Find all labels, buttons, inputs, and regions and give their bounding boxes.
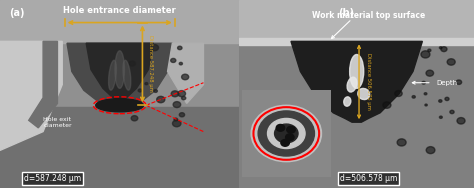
Polygon shape — [29, 41, 57, 128]
Circle shape — [171, 91, 179, 97]
Circle shape — [426, 147, 435, 154]
Ellipse shape — [347, 77, 357, 92]
Bar — [0, 0, 239, 43]
Ellipse shape — [358, 88, 370, 100]
Circle shape — [439, 100, 442, 102]
Ellipse shape — [344, 97, 351, 106]
Circle shape — [154, 90, 157, 92]
Circle shape — [286, 134, 294, 141]
Text: (b): (b) — [338, 8, 354, 17]
Bar — [239, 0, 474, 41]
Ellipse shape — [96, 99, 144, 112]
Circle shape — [422, 81, 425, 84]
Text: Depth: Depth — [437, 80, 457, 86]
Circle shape — [182, 96, 186, 100]
Circle shape — [178, 46, 182, 50]
Circle shape — [450, 110, 454, 114]
Text: Hole exit
diameter: Hole exit diameter — [43, 117, 72, 128]
Circle shape — [287, 126, 295, 133]
Circle shape — [251, 105, 321, 162]
Circle shape — [428, 49, 431, 52]
Polygon shape — [168, 43, 203, 103]
Circle shape — [138, 89, 142, 92]
Bar — [242, 90, 331, 177]
Bar — [239, 38, 474, 45]
Circle shape — [145, 83, 148, 85]
Circle shape — [456, 80, 462, 84]
Text: d=506.578 μm: d=506.578 μm — [340, 174, 397, 183]
Circle shape — [447, 59, 455, 65]
Text: Distance 587.248 μm: Distance 587.248 μm — [148, 36, 153, 92]
Text: (a): (a) — [9, 8, 25, 17]
Circle shape — [274, 124, 298, 143]
Polygon shape — [291, 41, 422, 122]
Circle shape — [267, 118, 305, 149]
Circle shape — [173, 102, 181, 108]
Circle shape — [157, 96, 165, 103]
Circle shape — [425, 104, 427, 106]
Circle shape — [129, 61, 136, 66]
Polygon shape — [86, 43, 153, 100]
Polygon shape — [67, 43, 173, 107]
Polygon shape — [0, 41, 62, 150]
Circle shape — [281, 139, 289, 146]
Circle shape — [171, 58, 176, 62]
Circle shape — [426, 70, 434, 76]
Circle shape — [395, 91, 402, 96]
Circle shape — [421, 51, 430, 58]
Ellipse shape — [350, 55, 364, 88]
Circle shape — [182, 74, 189, 80]
Circle shape — [397, 139, 406, 146]
Circle shape — [179, 62, 182, 65]
Circle shape — [445, 97, 449, 101]
Circle shape — [179, 113, 184, 117]
Bar — [0, 107, 239, 188]
Circle shape — [439, 116, 442, 118]
Circle shape — [383, 102, 391, 108]
Text: Distance 506.578 μm: Distance 506.578 μm — [366, 53, 371, 110]
Circle shape — [174, 118, 178, 121]
Ellipse shape — [115, 51, 125, 88]
Ellipse shape — [123, 60, 131, 90]
Circle shape — [441, 47, 447, 52]
Text: d=587.248 μm: d=587.248 μm — [24, 174, 81, 183]
Circle shape — [173, 120, 181, 127]
Circle shape — [424, 93, 427, 95]
Text: Hole entrance diameter: Hole entrance diameter — [64, 6, 176, 15]
Circle shape — [258, 111, 314, 156]
Circle shape — [412, 96, 415, 98]
Circle shape — [439, 47, 442, 49]
Bar — [350, 41, 387, 122]
Circle shape — [151, 45, 158, 51]
Circle shape — [457, 118, 465, 124]
Circle shape — [131, 116, 138, 121]
Circle shape — [178, 91, 185, 97]
Circle shape — [276, 124, 285, 131]
Ellipse shape — [109, 60, 117, 90]
Text: Work material top surface: Work material top surface — [312, 11, 425, 20]
